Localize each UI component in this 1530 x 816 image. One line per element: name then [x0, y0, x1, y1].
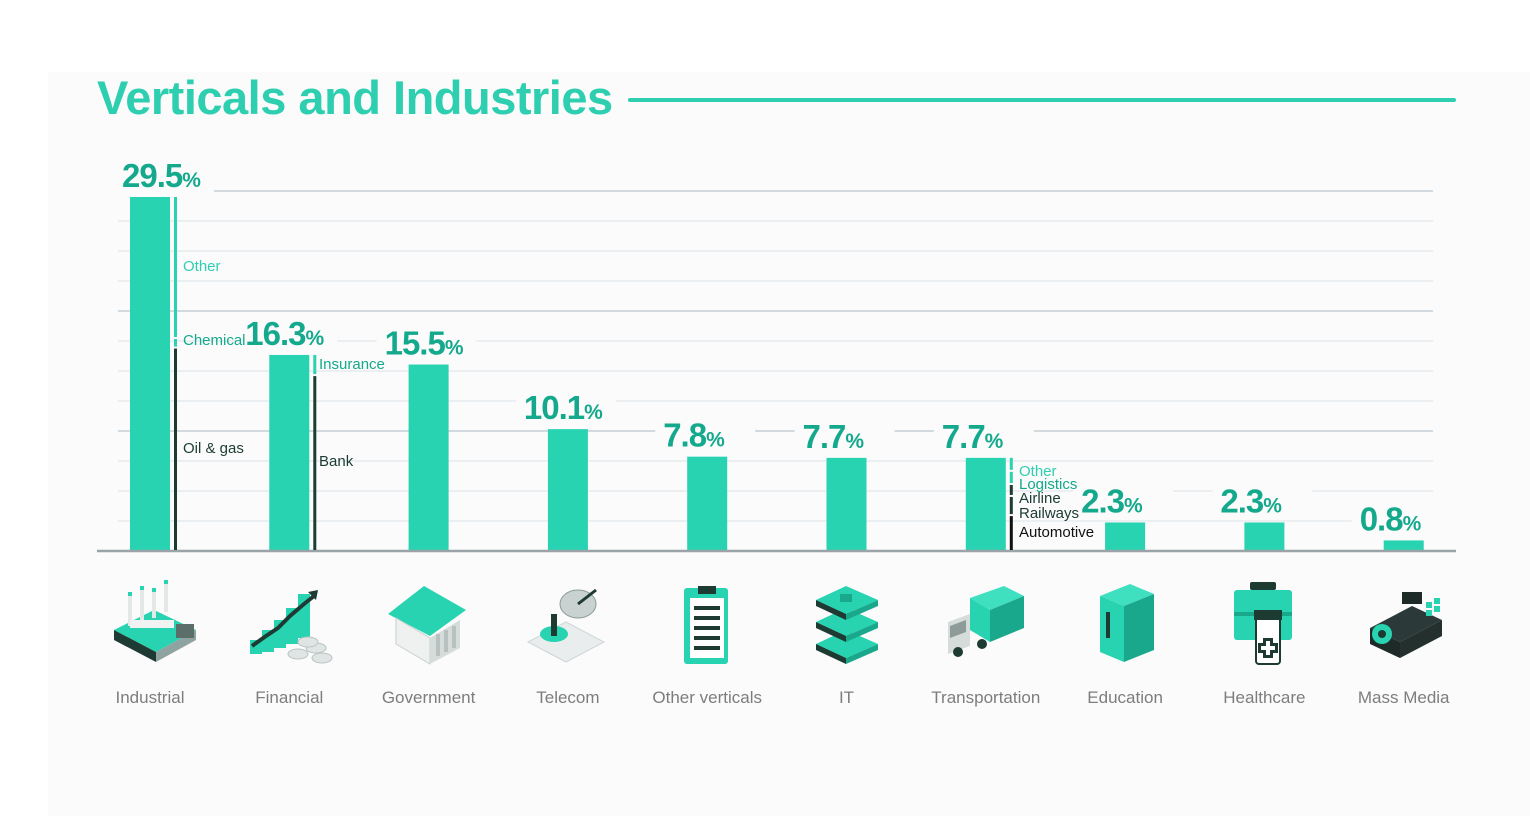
value-label-bg [114, 157, 214, 193]
category-label: Industrial [116, 688, 185, 707]
segment-strip [1009, 496, 1013, 515]
segment-strip [1009, 516, 1013, 550]
value-label: 16.3% [245, 315, 324, 352]
segment-label: Logistics [1019, 476, 1077, 493]
value-percent-sign: % [584, 401, 603, 424]
video-camera-icon [1370, 592, 1442, 658]
value-percent-sign: % [1263, 494, 1282, 517]
value-percent-sign: % [445, 337, 464, 360]
value-number: 2.3 [1081, 482, 1125, 519]
value-percent-sign: % [182, 169, 201, 192]
bar [687, 456, 728, 550]
bar [965, 457, 1006, 550]
value-percent-sign: % [845, 430, 864, 453]
bar [1383, 540, 1424, 550]
value-label-bg [1212, 482, 1313, 519]
value-label-bg [376, 324, 477, 361]
value-label: 10.1% [524, 389, 603, 426]
segment-label: Insurance [319, 356, 385, 373]
bar [130, 197, 170, 550]
category-label: Transportation [931, 688, 1040, 707]
truck-icon [948, 586, 1024, 657]
value-label: 0.8% [1360, 500, 1422, 537]
bar [269, 354, 310, 550]
segment-strip [1009, 471, 1013, 483]
value-percent-sign: % [1403, 512, 1422, 535]
category-label: IT [839, 688, 854, 707]
chart-title: Verticals and Industries [97, 71, 613, 124]
value-number: 0.8 [1360, 500, 1404, 537]
segment-label: Other [1019, 463, 1057, 480]
value-number: 2.3 [1220, 482, 1264, 519]
value-label: 15.5% [385, 325, 464, 362]
segment-strip [313, 376, 317, 550]
segment-label: Chemical [183, 332, 246, 349]
value-label: 7.7% [803, 418, 865, 455]
bar [1244, 522, 1285, 550]
segment-strip [1009, 457, 1013, 470]
segment-strip [1009, 484, 1013, 495]
value-percent-sign: % [306, 327, 325, 350]
value-number: 10.1 [524, 389, 585, 426]
category-label: Financial [255, 688, 323, 707]
value-label-bg [1351, 500, 1452, 537]
clipboard-icon [684, 586, 728, 664]
bar [408, 364, 449, 550]
value-number: 15.5 [385, 325, 446, 362]
value-label-bg [655, 416, 756, 453]
value-percent-sign: % [1124, 494, 1143, 517]
value-label-bg [1073, 482, 1174, 519]
category-label: Other verticals [652, 688, 762, 707]
value-label-bg [515, 389, 616, 426]
segment-label: Oil & gas [183, 440, 244, 457]
bar [1105, 522, 1146, 550]
value-number: 7.7 [942, 418, 985, 455]
value-label: 7.7% [942, 418, 1004, 455]
bank-building-icon [388, 586, 466, 665]
value-number: 7.8 [663, 417, 707, 454]
category-label: Healthcare [1223, 688, 1305, 707]
segment-strip [174, 348, 177, 550]
value-number: 16.3 [245, 315, 306, 352]
value-label: 29.5% [122, 157, 201, 194]
satellite-dish-icon [526, 588, 606, 663]
value-label: 7.8% [663, 417, 725, 454]
category-label: Telecom [536, 688, 599, 707]
value-label: 2.3% [1081, 482, 1143, 519]
category-label: Education [1087, 688, 1163, 707]
category-label: Government [382, 688, 476, 707]
value-label-bg [933, 417, 1034, 454]
value-label-bg [237, 314, 338, 351]
segment-label: Railways [1019, 505, 1079, 522]
segment-label: Automotive [1019, 524, 1094, 541]
bar [547, 429, 588, 550]
first-aid-kit-icon [1234, 582, 1292, 665]
server-stack-icon [816, 586, 878, 664]
segment-label: Other [183, 258, 221, 275]
growth-chart-coins-icon [250, 590, 333, 664]
bar [826, 457, 867, 550]
segment-strip [174, 197, 177, 338]
value-percent-sign: % [985, 430, 1004, 453]
value-percent-sign: % [706, 429, 725, 452]
title-rule [628, 98, 1456, 102]
segment-strip [174, 339, 177, 347]
value-label-bg [794, 417, 895, 454]
value-label: 2.3% [1220, 482, 1282, 519]
category-label: Mass Media [1358, 688, 1450, 707]
segment-label: Bank [319, 453, 354, 470]
value-number: 7.7 [803, 418, 846, 455]
segment-strip [313, 354, 317, 375]
factory-icon [114, 580, 196, 662]
value-number: 29.5 [122, 157, 183, 194]
segment-label: Airline [1019, 490, 1061, 507]
books-icon [1100, 584, 1154, 662]
